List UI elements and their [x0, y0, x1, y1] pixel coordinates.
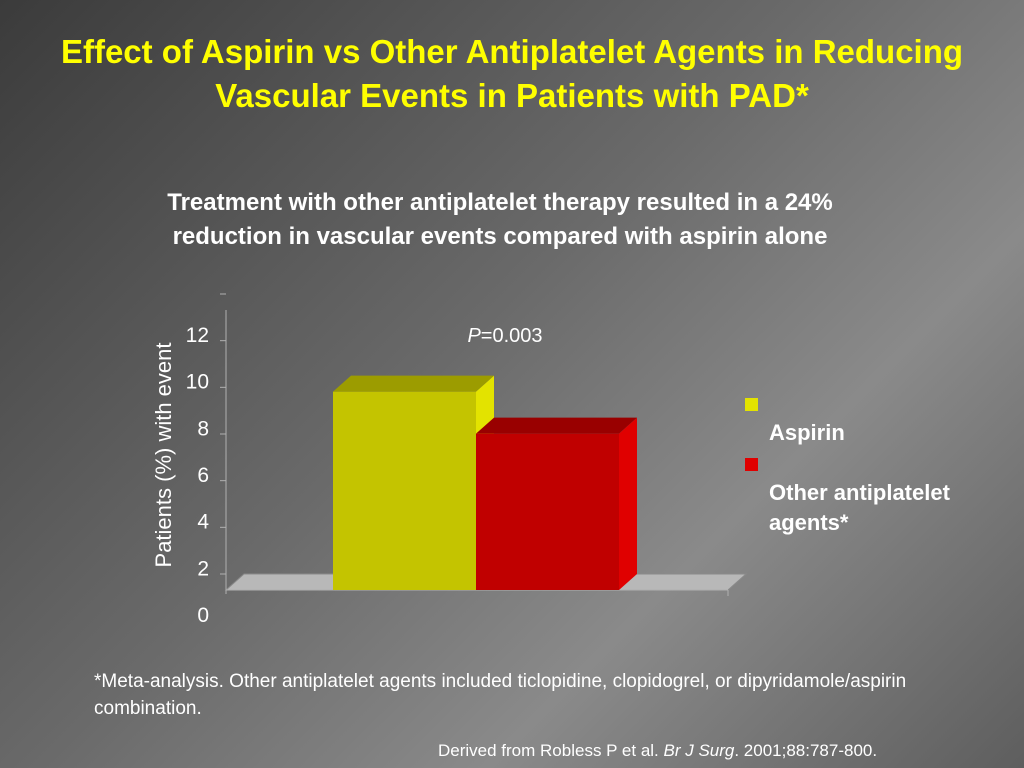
y-tick-label: 8 — [197, 417, 209, 440]
y-axis-title: Patients (%) with event — [151, 343, 176, 568]
bar-top-other — [476, 417, 637, 434]
legend-label-aspirin: Aspirin — [769, 420, 845, 445]
source-journal: Br J Surg — [663, 741, 735, 760]
p-value-annotation: P=0.003 — [467, 325, 542, 347]
legend-swatch-aspirin — [745, 398, 758, 411]
bar-side-other — [619, 417, 637, 590]
chart-legend: Aspirin Other antiplatelet agents* — [745, 396, 1005, 540]
y-tick-label: 0 — [197, 604, 209, 627]
bar-aspirin — [333, 391, 476, 590]
y-tick-label: 2 — [197, 557, 209, 580]
footnote: *Meta-analysis. Other antiplatelet agent… — [94, 671, 907, 719]
legend-item-aspirin: Aspirin — [745, 396, 1005, 448]
legend-label-other: Other antiplatelet agents* — [769, 480, 950, 535]
bar-other — [476, 433, 619, 590]
source-citation: Derived from Robless P et al. Br J Surg.… — [438, 739, 998, 763]
legend-item-other: Other antiplatelet agents* — [745, 456, 1005, 538]
slide-title: Effect of Aspirin vs Other Antiplatelet … — [60, 33, 964, 114]
source-prefix: Derived from Robless P et al. — [438, 741, 664, 760]
y-tick-label: 4 — [197, 511, 209, 534]
chart-subtitle: Treatment with other antiplatelet therap… — [167, 189, 833, 250]
y-tick-label: 10 — [186, 371, 209, 394]
legend-swatch-other — [745, 458, 758, 471]
y-tick-label: 12 — [186, 324, 209, 347]
y-tick-label: 6 — [197, 464, 209, 487]
bar-top-aspirin — [333, 375, 494, 392]
source-suffix: . 2001;88:787-800. — [734, 741, 878, 760]
